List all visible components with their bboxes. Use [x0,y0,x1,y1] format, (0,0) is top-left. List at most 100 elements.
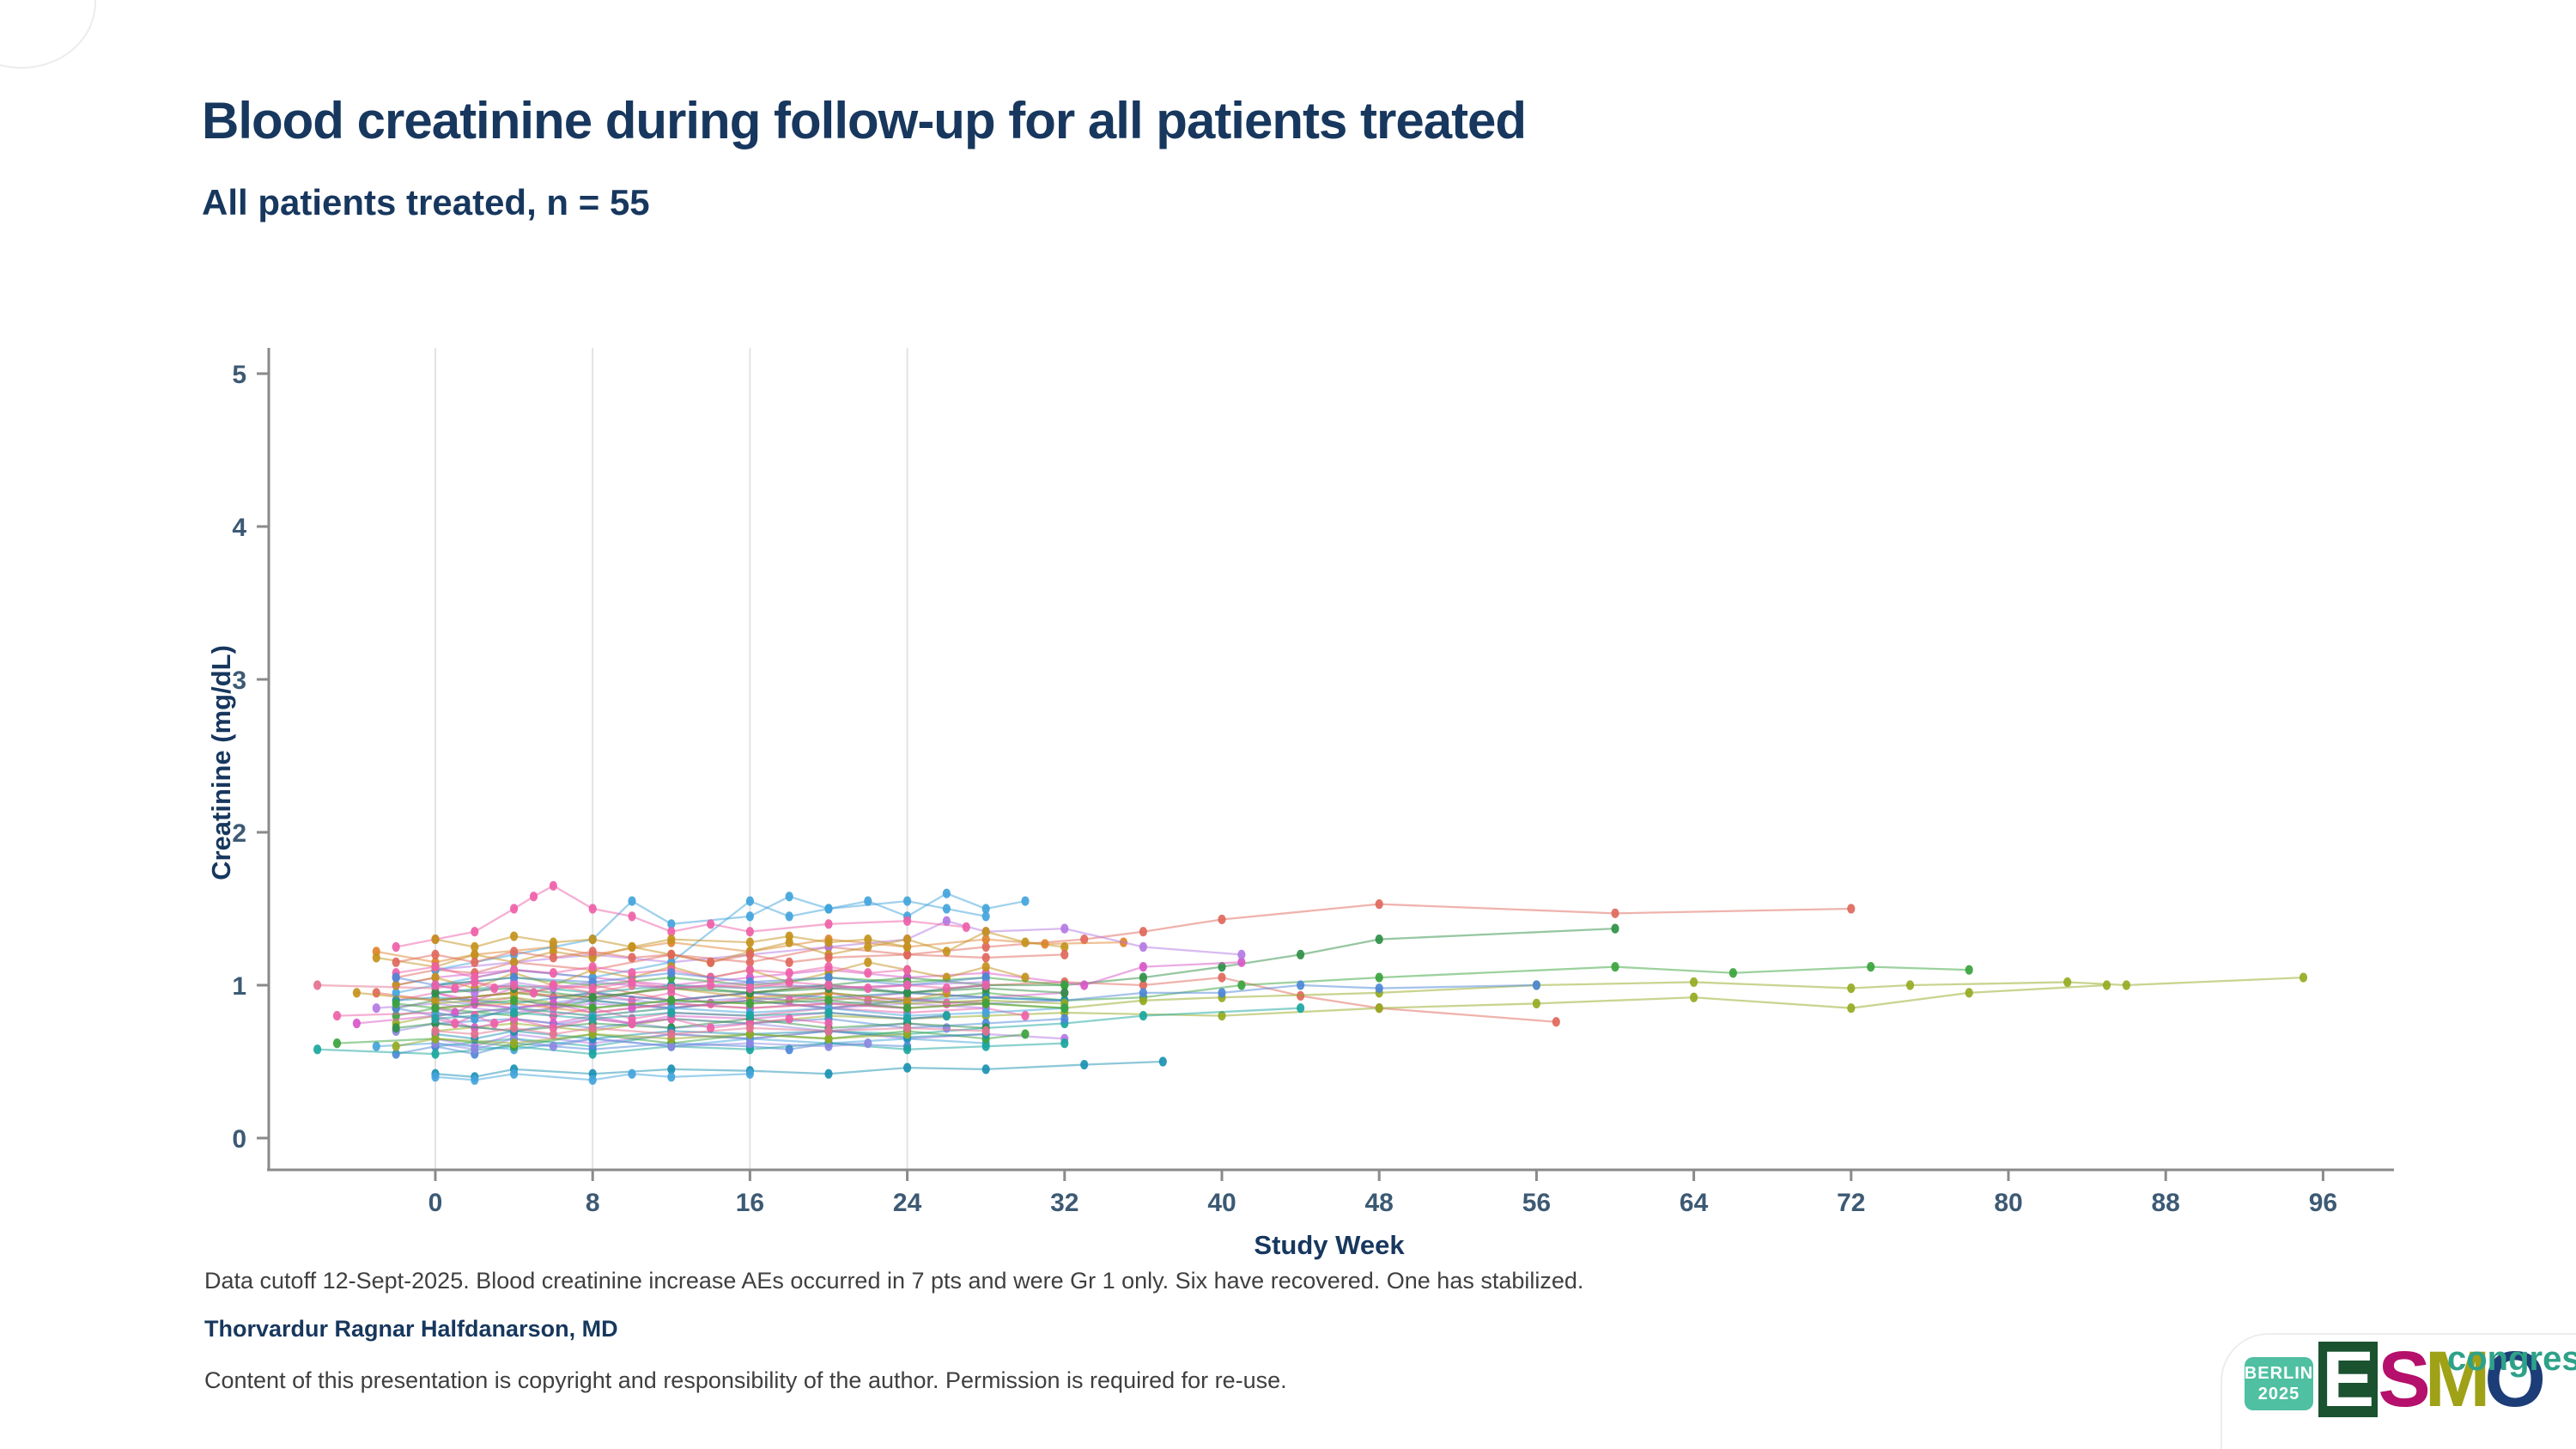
y-tick-label: 3 [232,667,246,695]
data-point [903,1044,912,1055]
data-point [1297,980,1305,990]
data-point [942,904,951,914]
data-point [2122,980,2130,990]
data-point [1690,977,1698,988]
data-point [588,962,597,972]
data-point [667,983,676,994]
data-point [1218,962,1226,972]
data-point [1611,908,1619,918]
data-point [451,983,459,994]
data-point [1867,962,1875,972]
data-point [903,995,912,1006]
data-point [824,1026,833,1036]
y-axis-title: Creatinine (mg/dL) [206,645,236,880]
data-point [431,935,440,945]
data-point [1375,972,1383,983]
data-point [981,904,990,914]
data-point [707,957,715,967]
data-point [981,1026,990,1036]
data-point [745,957,755,967]
data-point [392,1023,400,1033]
data-point [1021,937,1030,947]
data-point [824,919,833,929]
data-point [903,935,912,945]
data-point [588,947,597,957]
slide-subtitle: All patients treated, n = 55 [202,182,650,222]
data-point [1375,899,1383,910]
data-point [1611,962,1619,972]
esmo-logo-card: BERLIN 2025 ESMO congress [2221,1333,2576,1449]
data-point [745,937,755,947]
data-point [981,941,990,953]
data-point [667,949,676,959]
data-point [1532,980,1540,990]
data-point [864,935,872,945]
data-point [824,1033,833,1044]
data-point [667,1072,676,1082]
data-point [981,1064,990,1075]
data-point [745,983,755,994]
data-point [745,965,755,975]
data-point [981,935,990,945]
series-line [434,1060,1163,1078]
data-point [667,968,676,978]
data-point [549,937,558,947]
data-point [745,1068,755,1079]
data-point [471,977,479,988]
data-point [707,919,715,929]
data-point [451,1018,459,1029]
data-point [510,904,519,914]
y-tick-label: 1 [232,972,246,1001]
data-point [431,949,440,959]
data-point [510,931,519,941]
badge-year: 2025 [2257,1385,2300,1403]
data-point [903,949,912,959]
y-tick-label: 4 [232,514,246,542]
data-point [942,1011,951,1021]
series-line [434,1011,947,1020]
data-point [1218,988,1226,998]
data-point [471,927,479,937]
data-point [864,957,872,967]
data-point [588,1023,597,1033]
data-point [903,1062,912,1073]
data-point [1158,1056,1167,1067]
data-point [1552,1017,1560,1027]
data-point [431,1026,440,1036]
data-point [1218,972,1226,983]
data-point [628,1003,636,1014]
data-point [471,1075,479,1085]
data-point [824,937,833,947]
data-point [471,957,479,967]
data-point [628,1018,636,1029]
data-point [785,957,793,967]
data-point [962,922,970,932]
esmo-letter-O: O [2484,1336,2546,1423]
data-point [510,1068,519,1079]
data-point [431,1003,440,1014]
data-point [745,1038,755,1049]
data-point [588,1075,597,1085]
data-point [1060,980,1069,990]
esmo-letter-S: S [2378,1336,2430,1423]
x-tick-label: 96 [2309,1189,2337,1217]
x-tick-label: 0 [428,1189,443,1217]
data-point [471,1044,479,1055]
data-point [785,892,793,902]
data-point [431,988,440,998]
data-point [352,1018,361,1029]
data-point [864,983,872,994]
data-point [745,998,755,1008]
data-point [510,980,519,990]
data-point [1060,941,1069,953]
data-point [431,1014,440,1024]
data-point [1847,983,1856,994]
data-point [864,968,872,978]
data-point [372,988,380,998]
data-point [667,927,676,937]
esmo-letter-E: E [2318,1340,2379,1419]
data-point [510,957,519,967]
data-point [1080,935,1089,945]
data-point [471,1029,479,1039]
data-point [549,968,558,978]
